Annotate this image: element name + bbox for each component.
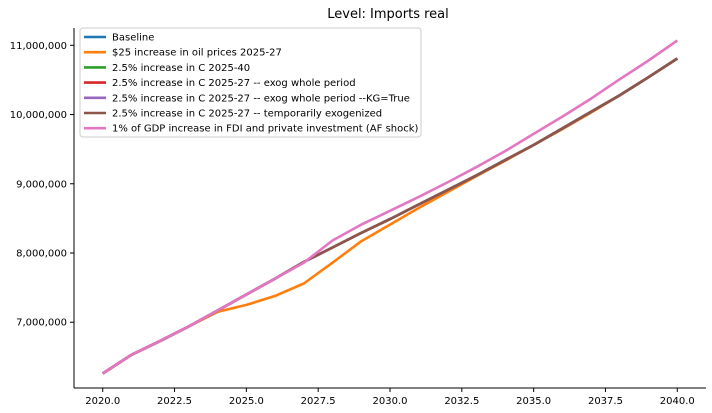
legend-items: Baseline $25 increase in oil prices 2025-…: [84, 33, 419, 135]
legend-label: 2.5% increase in C 2025-27 -- exog whole…: [112, 93, 410, 104]
y-tick-label: 11,000,000: [10, 41, 67, 52]
y-tick-label: 7,000,000: [16, 318, 67, 329]
y-tick-label: 10,000,000: [10, 110, 67, 121]
legend-label: 1% of GDP increase in FDI and private in…: [112, 124, 419, 135]
x-tick-label: 2040.0: [660, 396, 695, 407]
x-tick-label: 2020.0: [85, 396, 120, 407]
x-tick-label: 2025.0: [229, 396, 264, 407]
y-tick-label: 8,000,000: [16, 249, 67, 260]
x-tick-label: 2030.0: [373, 396, 408, 407]
legend-label: 2.5% increase in C 2025-27 -- exog whole…: [112, 78, 356, 89]
x-tick-label: 2022.5: [157, 396, 192, 407]
series-line-6: [101, 39, 679, 375]
x-tick-label: 2037.5: [588, 396, 623, 407]
y-axis-ticks: 7,000,000 8,000,000 9,000,000 10,000,000 11,…: [10, 41, 74, 329]
legend-label: $25 increase in oil prices 2025-27: [112, 48, 282, 59]
x-tick-label: 2032.5: [444, 396, 479, 407]
legend-frame: [79, 27, 422, 138]
y-tick-label: 9,000,000: [16, 179, 67, 190]
x-tick-label: 2035.0: [516, 396, 551, 407]
x-axis-ticks: 2020.0 2022.5 2025.0 2027.5 2030.0 2032.5 2035…: [85, 388, 695, 407]
legend-label: Baseline: [112, 33, 154, 44]
chart-title: Level: Imports real: [327, 7, 449, 22]
legend: Baseline $25 increase in oil prices 2025-…: [79, 27, 422, 138]
legend-label: 2.5% increase in C 2025-27 -- temporaril…: [112, 109, 382, 120]
legend-label: 2.5% increase in C 2025-40: [112, 63, 250, 74]
x-tick-label: 2027.5: [301, 396, 336, 407]
plot-lines: [101, 39, 679, 375]
